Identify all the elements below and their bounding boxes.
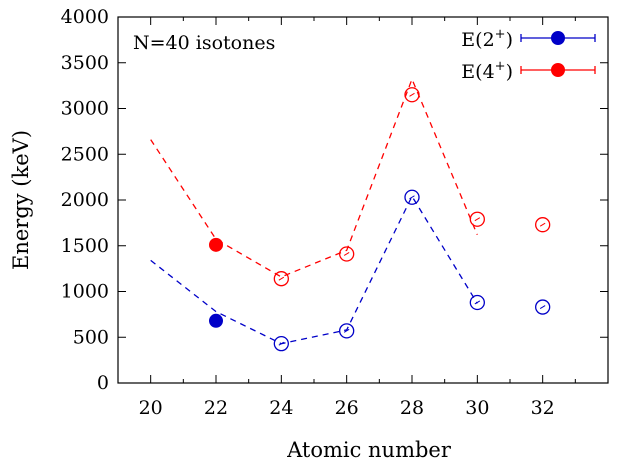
- legend-label-close: ): [506, 61, 513, 83]
- y-tick-label: 2000: [61, 189, 109, 211]
- legend-marker: [551, 31, 565, 45]
- data-point: [469, 294, 485, 311]
- calculation-line: [150, 77, 478, 278]
- y-tick-label: 0: [97, 372, 109, 394]
- legend-label-base: E(4: [461, 61, 494, 83]
- legend-label: E(2+): [461, 27, 513, 51]
- data-point-errorbar: [474, 217, 481, 222]
- legend: E(2+)E(4+): [461, 27, 596, 83]
- legend-marker: [551, 63, 565, 77]
- data-point-errorbar: [343, 252, 350, 256]
- legend-label: E(4+): [461, 59, 513, 83]
- plot-frame: [117, 16, 609, 384]
- data-point-errorbar: [539, 222, 546, 227]
- x-tick-label: 28: [400, 397, 424, 419]
- y-tick-label: 4000: [61, 6, 109, 28]
- x-axis-title: Atomic number: [286, 438, 452, 462]
- data-point: [535, 217, 551, 233]
- legend-label-superscript: +: [495, 59, 506, 74]
- x-tick-label: 24: [269, 397, 293, 419]
- y-tick-label: 2500: [61, 143, 109, 165]
- x-tick-label: 26: [335, 397, 359, 419]
- data-points: [209, 87, 551, 352]
- y-tick-label: 1000: [61, 281, 109, 303]
- y-tick-label: 3000: [61, 98, 109, 120]
- data-point: [209, 313, 223, 328]
- data-point: [469, 211, 485, 227]
- x-tick-label: 32: [531, 397, 555, 419]
- calculation-line: [150, 194, 478, 345]
- data-point-errorbar: [278, 276, 285, 281]
- data-point-errorbar: [409, 92, 415, 97]
- legend-label-base: E(2: [461, 29, 494, 51]
- data-point: [339, 246, 355, 262]
- legend-label-superscript: +: [495, 27, 506, 42]
- data-point: [273, 271, 289, 287]
- isotone-annotation: N=40 isotones: [133, 32, 275, 54]
- data-point: [339, 323, 355, 339]
- y-tick-label: 500: [73, 326, 109, 348]
- calculation-lines: [150, 77, 478, 345]
- y-tick-label: 3500: [61, 52, 109, 74]
- data-point-errorbar: [343, 328, 350, 333]
- data-point-errorbar: [474, 300, 481, 305]
- data-point: [273, 336, 289, 352]
- y-tick-label: 1500: [61, 235, 109, 257]
- data-point: [404, 189, 420, 205]
- data-point-errorbar: [409, 195, 415, 200]
- data-point: [404, 87, 420, 103]
- data-point: [535, 299, 551, 315]
- data-point-errorbar: [278, 341, 285, 346]
- axes: 20 22 24 26 28 30 32 0 500 1000 1500 2000 2500 3000 35…: [61, 6, 609, 419]
- y-axis-title: Energy (keV): [9, 130, 33, 270]
- x-tick-label: 30: [465, 397, 489, 419]
- data-point-errorbar: [539, 305, 546, 309]
- legend-label-close: ): [506, 29, 513, 51]
- x-tick-label: 20: [139, 397, 163, 419]
- x-tick-label: 22: [204, 397, 228, 419]
- data-point: [209, 237, 223, 252]
